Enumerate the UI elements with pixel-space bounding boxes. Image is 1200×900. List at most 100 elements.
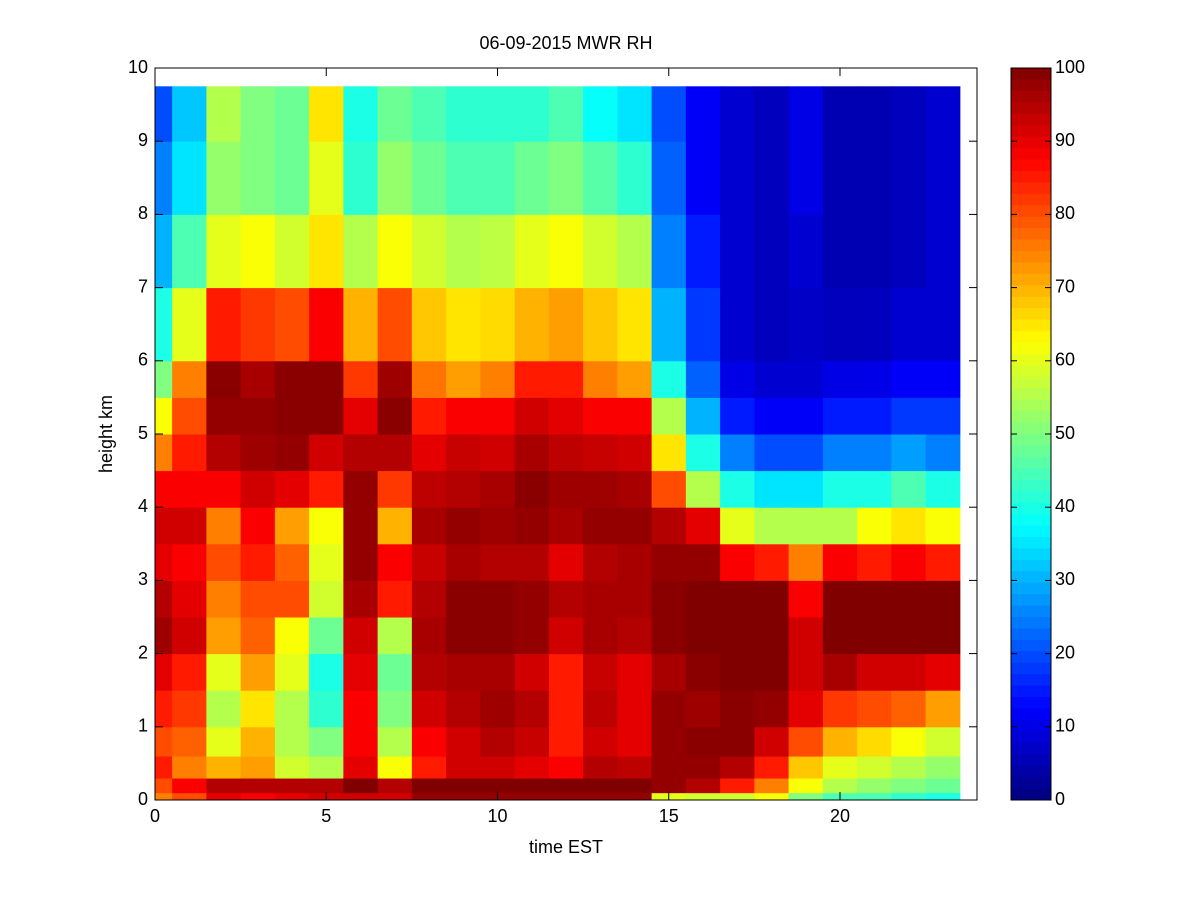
heatmap-cell [891, 792, 927, 801]
heatmap-cell [822, 653, 858, 691]
heatmap-cell [411, 543, 447, 581]
heatmap-cell [720, 397, 755, 435]
heatmap-cell [377, 543, 413, 581]
heatmap-cell [155, 792, 173, 801]
heatmap-cell [617, 543, 653, 581]
heatmap-cell [155, 287, 173, 362]
heatmap-cell [206, 141, 242, 215]
heatmap-cell [343, 397, 379, 435]
heatmap-cell [583, 434, 618, 472]
heatmap-cell [925, 543, 961, 581]
heatmap-cell [651, 690, 687, 728]
heatmap-cell [891, 653, 927, 691]
y-tick-label: 0 [138, 789, 148, 809]
heatmap-cell [822, 726, 858, 757]
heatmap-cell [891, 580, 927, 618]
heatmap-cell [548, 756, 584, 779]
heatmap-cell [172, 617, 207, 655]
colorbar-swatch [1011, 548, 1051, 561]
heatmap-cell [857, 287, 892, 362]
colorbar-swatch [1011, 205, 1051, 218]
heatmap-cell [240, 792, 276, 801]
heatmap-cell [685, 778, 721, 794]
heatmap-cell [155, 470, 173, 508]
heatmap-cell [925, 580, 961, 618]
heatmap-cell [822, 507, 858, 545]
heatmap-cell [206, 778, 242, 794]
heatmap-cell [651, 726, 687, 757]
heatmap-cell [754, 543, 790, 581]
chart-title: 06-09-2015 MWR RH [479, 33, 652, 53]
heatmap-cell [446, 690, 481, 728]
heatmap-cell [617, 86, 653, 142]
heatmap-cell [309, 214, 344, 289]
colorbar-swatch [1011, 79, 1051, 92]
heatmap-cell [411, 141, 447, 215]
heatmap-cell [720, 690, 755, 728]
heatmap-cell [822, 690, 858, 728]
heatmap-cell [446, 580, 481, 618]
heatmap-cell [377, 580, 413, 618]
colorbar-swatch [1011, 491, 1051, 504]
heatmap-cell [343, 214, 379, 289]
heatmap-cell [514, 690, 550, 728]
heatmap-cell [480, 690, 516, 728]
x-tick-label: 15 [659, 806, 679, 826]
heatmap-cell [857, 507, 892, 545]
heatmap-cell [754, 726, 790, 757]
heatmap-cell [685, 792, 721, 801]
heatmap-cell [891, 690, 927, 728]
heatmap-cell [309, 617, 344, 655]
heatmap-cell [720, 507, 755, 545]
heatmap-cell [206, 434, 242, 472]
heatmap-cell [788, 617, 824, 655]
colorbar-swatch [1011, 708, 1051, 721]
heatmap-cell [685, 543, 721, 581]
heatmap-cell [720, 470, 755, 508]
colorbar-swatch [1011, 342, 1051, 355]
heatmap-cell [788, 580, 824, 618]
heatmap-cell [274, 653, 310, 691]
heatmap-cell [891, 287, 927, 362]
heatmap-cell [651, 287, 687, 362]
heatmap-cell [411, 86, 447, 142]
heatmap-cell [480, 397, 516, 435]
heatmap-cell [891, 756, 927, 779]
heatmap-cell [720, 756, 755, 779]
heatmap-cell [548, 778, 584, 794]
heatmap-cell [309, 690, 344, 728]
heatmap-cell [891, 470, 927, 508]
heatmap-cell [685, 690, 721, 728]
heatmap-cell [309, 507, 344, 545]
heatmap-cell [925, 397, 961, 435]
heatmap-cell [206, 617, 242, 655]
colorbar: 0 10 20 30 40 50 60 70 80 90 100 [1010, 57, 1085, 809]
x-tick-label: 0 [150, 806, 160, 826]
heatmap-cell [514, 397, 550, 435]
heatmap-cell [446, 214, 481, 289]
heatmap-cell [514, 287, 550, 362]
heatmap-cell [480, 360, 516, 398]
colorbar-swatch [1011, 617, 1051, 629]
heatmap-cell [720, 214, 755, 289]
heatmap-cell [206, 360, 242, 398]
colorbar-swatch [1011, 639, 1051, 652]
heatmap-cell [788, 543, 824, 581]
heatmap-cell [172, 434, 207, 472]
heatmap-cell [788, 214, 824, 289]
heatmap-cell [274, 778, 310, 794]
x-tick-label: 10 [487, 806, 507, 826]
heatmap-cell [480, 653, 516, 691]
heatmap-cell [480, 580, 516, 618]
heatmap-cell [240, 580, 276, 618]
heatmap-cell [377, 617, 413, 655]
heatmap-cell [172, 792, 207, 801]
heatmap-cell [480, 214, 516, 289]
heatmap-cell [720, 617, 755, 655]
heatmap-cell [343, 617, 379, 655]
heatmap-cell [172, 756, 207, 779]
heatmap-cell [583, 86, 618, 142]
colorbar-swatch [1011, 113, 1051, 126]
heatmap-cell [514, 792, 550, 801]
heatmap-cell [891, 141, 927, 215]
